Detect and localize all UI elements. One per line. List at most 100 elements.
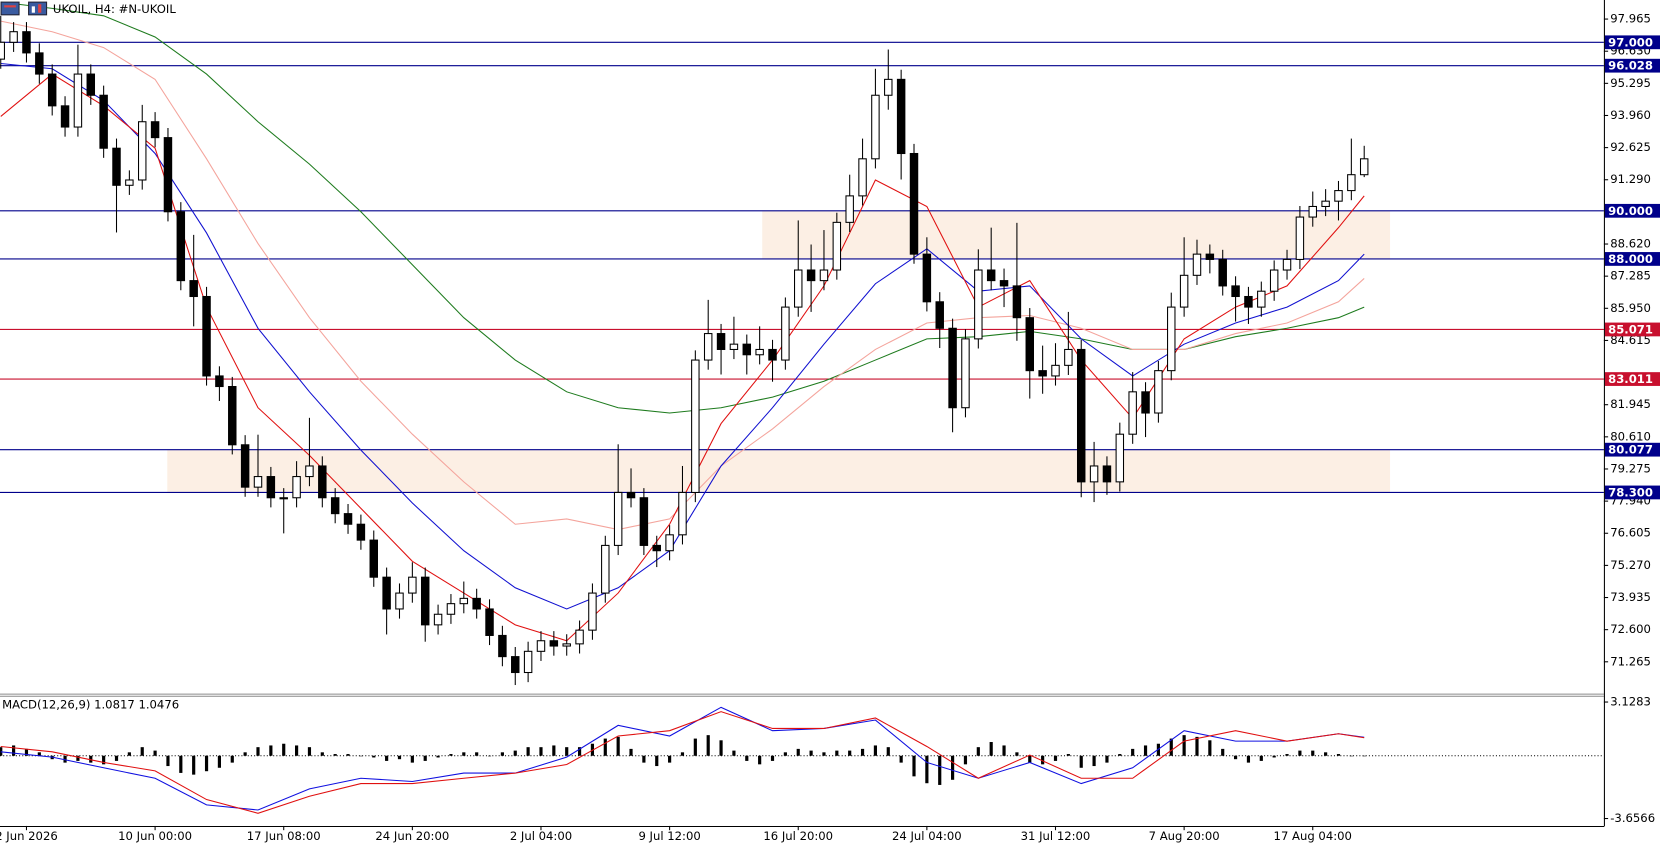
candle-body	[1295, 216, 1305, 260]
histogram-bar	[102, 755, 106, 765]
histogram-bar	[758, 755, 762, 765]
candle-body	[369, 539, 378, 578]
histogram-bar	[423, 755, 427, 761]
histogram-bar	[693, 738, 697, 756]
histogram-bar	[359, 755, 363, 757]
histogram-bar	[783, 752, 787, 756]
candle-body	[1282, 258, 1292, 271]
histogram-bar	[179, 755, 183, 773]
level-label: 88.000	[1608, 252, 1653, 266]
candle-body	[703, 333, 713, 361]
y-tick-label: 93.960	[1610, 108, 1651, 122]
histogram-bar	[963, 755, 968, 765]
x-tick-label: 16 Jul 20:00	[763, 829, 833, 843]
candle-body	[228, 386, 237, 446]
chart-title: UKOIL, H4: #N-UKOIL	[53, 2, 176, 16]
x-tick-label: 31 Jul 12:00	[1021, 829, 1091, 843]
candle-body	[305, 465, 314, 478]
histogram-bar	[552, 745, 556, 756]
candle-body	[1308, 205, 1317, 218]
candle-body	[343, 513, 353, 525]
candle-body	[575, 629, 584, 645]
candle-body	[806, 269, 816, 282]
histogram-bar	[822, 752, 826, 756]
y-tick-label: 71.265	[1610, 654, 1651, 668]
candle-body	[9, 31, 18, 43]
candle-body	[1347, 174, 1356, 192]
x-tick-label: 17 Jun 08:00	[247, 829, 321, 843]
candle-body	[112, 147, 121, 186]
candle-body	[356, 523, 366, 541]
candle-body	[626, 491, 636, 499]
level-label: 78.300	[1608, 485, 1653, 499]
histogram-bar	[539, 747, 543, 756]
candle-body	[47, 73, 57, 107]
candle-body	[1334, 190, 1343, 202]
candle-body	[420, 576, 430, 626]
histogram-bar	[603, 738, 607, 756]
histogram-bar	[436, 755, 440, 758]
level-label-box	[1604, 372, 1660, 386]
toolbar-icons	[0, 1, 48, 16]
candle-body	[433, 613, 443, 626]
candle-body	[549, 640, 559, 647]
candle-body	[652, 544, 661, 552]
candle-body	[1089, 465, 1099, 483]
histogram-bar	[1118, 754, 1122, 756]
histogram-bar	[397, 755, 402, 760]
x-tick-label: 2 Jun 2026	[0, 829, 58, 843]
y-tick-label: 81.945	[1610, 397, 1651, 411]
candle-body	[150, 121, 160, 139]
histogram-bar	[76, 755, 80, 761]
x-tick-label: 17 Aug 04:00	[1274, 829, 1352, 843]
candle-body	[562, 643, 571, 647]
candle-body	[768, 348, 777, 361]
histogram-bar	[166, 755, 170, 767]
candle-body	[498, 634, 507, 658]
icon-detail	[38, 4, 42, 13]
candle-body	[665, 534, 674, 552]
histogram-bar	[1349, 755, 1353, 757]
histogram-bar	[140, 747, 144, 756]
histogram-bar	[1246, 755, 1251, 763]
histogram-bar	[1169, 738, 1173, 756]
candle-body	[266, 476, 276, 499]
macd-line	[0, 711, 1365, 814]
candle-body	[125, 179, 134, 186]
candle-body	[1179, 274, 1189, 308]
histogram-bar	[719, 740, 723, 756]
candle-body	[948, 327, 957, 409]
moving-average	[0, 62, 1365, 610]
candle-body	[1051, 364, 1060, 377]
candle-body	[253, 476, 263, 488]
candle-body	[318, 465, 327, 499]
candles	[0, 15, 1369, 686]
histogram-bar	[1066, 754, 1070, 756]
y-tick-label: 79.275	[1610, 461, 1651, 475]
candle-body	[292, 476, 301, 499]
candle-body	[1359, 158, 1369, 176]
histogram-bar	[565, 747, 569, 756]
histogram-bar	[63, 755, 67, 763]
histogram-bar	[1041, 755, 1045, 765]
icon-detail	[31, 6, 35, 13]
level-label-box	[1604, 252, 1660, 266]
candle-body	[0, 41, 5, 60]
candle-body	[999, 280, 1009, 287]
candle-body	[691, 359, 700, 493]
histogram-bar	[294, 745, 299, 756]
candle-body	[884, 78, 893, 96]
candle-body	[1205, 253, 1215, 260]
candle-body	[742, 343, 752, 356]
candle-body	[639, 497, 649, 546]
candle-body	[22, 31, 31, 54]
y-tick-label: 80.610	[1610, 429, 1651, 443]
histogram-bar	[951, 755, 955, 780]
y-tick-label: 91.290	[1610, 172, 1651, 186]
candle-body	[819, 269, 829, 282]
histogram-bar	[706, 735, 710, 756]
x-tick-label: 24 Jun 20:00	[375, 829, 449, 843]
candle-body	[1231, 285, 1240, 298]
level-label: 85.071	[1608, 322, 1653, 336]
